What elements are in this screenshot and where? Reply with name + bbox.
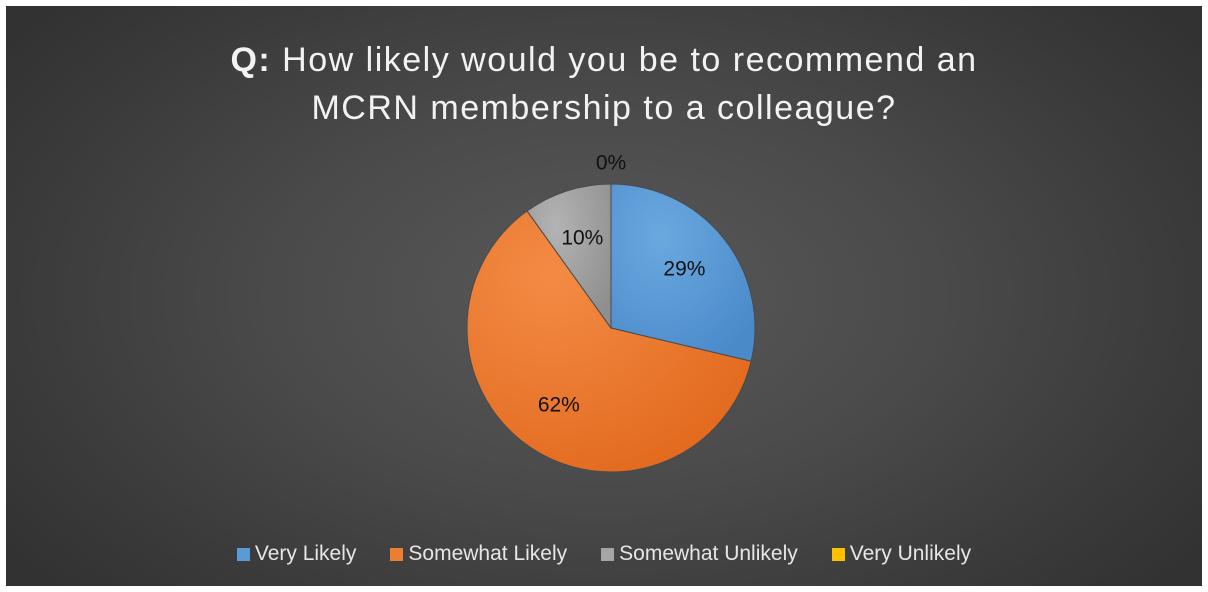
chart-title-text-2: MCRN membership to a colleague? xyxy=(311,89,897,127)
legend-label: Somewhat Unlikely xyxy=(619,542,798,565)
legend-swatch xyxy=(831,547,845,561)
legend-swatch xyxy=(390,547,404,561)
data-label-somewhat-unlikely: 10% xyxy=(561,226,603,249)
legend: Very Likely Somewhat Likely Somewhat Unlik… xyxy=(6,542,1202,566)
chart-title-prefix: Q: xyxy=(230,41,272,79)
legend-item-somewhat-unlikely: Somewhat Unlikely xyxy=(601,542,798,566)
legend-item-very-unlikely: Very Unlikely xyxy=(831,542,972,566)
legend-item-very-likely: Very Likely xyxy=(236,542,357,566)
legend-label: Very Unlikely xyxy=(849,542,972,565)
legend-label: Somewhat Likely xyxy=(408,542,568,565)
chart-title-text-1: How likely would you be to recommend an xyxy=(282,41,978,79)
chart-title-line-1: Q: How likely would you be to recommend … xyxy=(6,36,1202,84)
data-label-very-unlikely: 0% xyxy=(596,152,626,175)
legend-item-somewhat-likely: Somewhat Likely xyxy=(390,542,567,566)
data-label-somewhat-likely: 62% xyxy=(538,393,580,416)
pie-slice-very-likely xyxy=(610,183,756,362)
legend-label: Very Likely xyxy=(254,542,357,565)
pie-chart: 29% 62% 10% 0% xyxy=(466,152,756,473)
pie-slice-somewhat-unlikely xyxy=(526,183,612,330)
chart-title: Q: How likely would you be to recommend … xyxy=(6,36,1202,132)
legend-swatch xyxy=(236,547,250,561)
chart-area: Q: How likely would you be to recommend … xyxy=(6,6,1202,586)
legend-swatch xyxy=(601,547,615,561)
pie-slice-somewhat-likely xyxy=(466,210,752,473)
data-label-very-likely: 29% xyxy=(663,258,705,281)
